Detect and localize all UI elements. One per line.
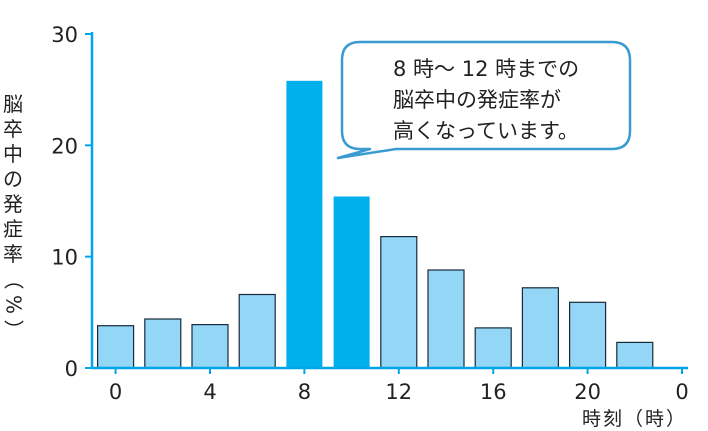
y-label-char: 発 bbox=[3, 192, 23, 216]
bar-hour-18 bbox=[521, 287, 560, 369]
y-tick-label: 30 bbox=[51, 23, 78, 47]
x-tick-label: 16 bbox=[480, 380, 507, 404]
x-tick-label: 0 bbox=[675, 380, 688, 404]
bar-hour-10 bbox=[333, 196, 370, 368]
callout-bubble bbox=[336, 40, 632, 160]
y-tick-label: 10 bbox=[51, 246, 78, 270]
y-label-char: % bbox=[1, 294, 26, 314]
bar-hour-6 bbox=[238, 293, 276, 369]
bar-hour-16 bbox=[474, 327, 512, 369]
y-tick-label: 20 bbox=[51, 134, 78, 158]
x-tick-label: 0 bbox=[109, 380, 122, 404]
y-label-char: 率 bbox=[3, 242, 23, 266]
y-label-char: 症 bbox=[3, 217, 23, 241]
y-tick-label: 0 bbox=[65, 357, 78, 381]
bar-hour-0 bbox=[96, 325, 135, 369]
y-label-char: 中 bbox=[3, 142, 23, 166]
x-tick-label: 4 bbox=[203, 380, 216, 404]
y-axis-label: 脳卒中の発症率 （% ） bbox=[1, 92, 26, 342]
callout-line-3: 高くなっています。 bbox=[393, 119, 579, 143]
callout-line-1: 8 時〜 12 時までの bbox=[393, 57, 580, 81]
callout-line-2: 脳卒中の発症率が bbox=[393, 88, 561, 112]
x-ticks: 0 4 8 12 16 20 0 bbox=[109, 368, 689, 404]
y-label-char: ） bbox=[1, 319, 26, 340]
callout-text: 8 時〜 12 時までの 脳卒中の発症率が 高くなっています。 bbox=[393, 54, 613, 147]
x-tick-label: 8 bbox=[298, 380, 311, 404]
bar-hour-22 bbox=[616, 341, 654, 369]
x-tick-label: 20 bbox=[574, 380, 601, 404]
y-label-char: 卒 bbox=[3, 117, 23, 141]
y-label-char: の bbox=[3, 167, 23, 191]
y-ticks: 0 10 20 30 bbox=[51, 23, 92, 381]
bar-hour-14 bbox=[427, 269, 465, 369]
x-axis-label: 時刻（時） bbox=[582, 408, 688, 430]
y-label-char: 脳 bbox=[3, 92, 23, 116]
bar-hour-12 bbox=[380, 236, 418, 369]
bar-hour-8 bbox=[286, 80, 323, 369]
bar-hour-4 bbox=[191, 324, 229, 369]
bars-group bbox=[96, 80, 654, 369]
bar-hour-2 bbox=[144, 318, 182, 369]
bar-hour-20 bbox=[568, 301, 607, 369]
x-tick-label: 12 bbox=[385, 380, 412, 404]
y-label-char: （ bbox=[1, 269, 26, 290]
